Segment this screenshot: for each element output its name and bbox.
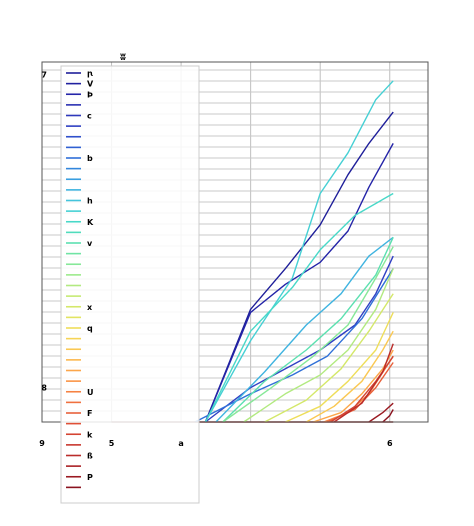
plot-frame — [41, 61, 429, 423]
series-line-17 — [333, 343, 394, 423]
legend-label: x — [87, 303, 93, 312]
series-line-9 — [243, 268, 394, 423]
chart-title: ʬ — [120, 52, 126, 63]
series-line-7 — [222, 237, 394, 423]
series-line-6 — [204, 192, 394, 423]
series-line-1 — [204, 143, 394, 423]
series-line-5 — [204, 80, 394, 423]
legend-label: P — [87, 473, 93, 482]
legend-label: ß — [87, 452, 93, 461]
y-tick-label: 7 — [41, 71, 47, 80]
series-line-19 — [382, 409, 394, 423]
legend-label: v — [87, 239, 93, 248]
legend-label: k — [87, 430, 93, 439]
x-tick-label: 5 — [109, 439, 115, 448]
series-line-18 — [368, 402, 394, 423]
legend-label: ꞃ — [87, 69, 93, 78]
series-line-11 — [285, 312, 394, 423]
series-line-12 — [305, 330, 394, 423]
legend-label: U — [87, 388, 94, 397]
series-line-10 — [264, 293, 394, 423]
x-tick-label: 9 — [39, 439, 45, 448]
series-line-4 — [215, 236, 394, 423]
series-line-3 — [194, 268, 394, 423]
x-tick-label: 6 — [387, 439, 393, 448]
legend-box — [60, 65, 200, 504]
legend-label: F — [87, 409, 92, 418]
series-line-0 — [204, 111, 394, 423]
legend-label: h — [87, 197, 93, 206]
y-tick-label: 8 — [41, 384, 47, 393]
legend-label: c — [87, 112, 92, 121]
x-tick-label: a — [178, 439, 183, 448]
legend-label: Þ — [87, 90, 93, 99]
legend-label: b — [87, 154, 93, 163]
series-line-8 — [222, 246, 394, 423]
legend-label: q — [87, 324, 93, 333]
axes: 9 5 a 6 8 7 — [39, 71, 393, 448]
legend-label: V — [87, 80, 94, 89]
legend-label: K — [87, 218, 94, 227]
